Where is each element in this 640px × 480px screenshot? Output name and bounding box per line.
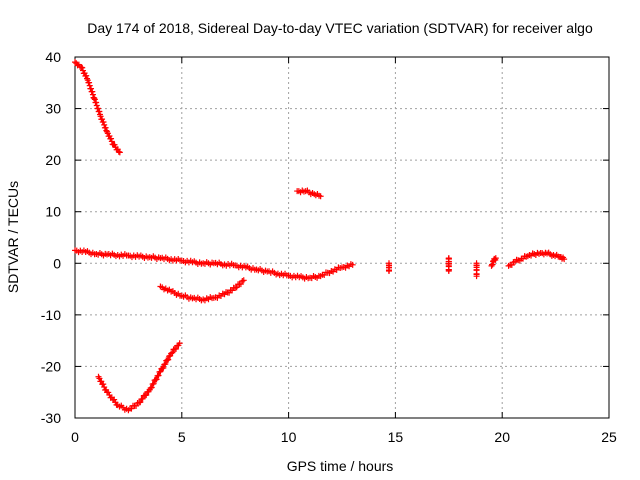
data-points (72, 59, 568, 414)
x-tick-label: 20 (494, 429, 510, 445)
data-point (150, 380, 157, 387)
data-point (173, 345, 180, 352)
data-point (169, 349, 176, 356)
y-tick-label: -30 (41, 410, 61, 426)
data-point (100, 118, 107, 125)
data-point (83, 72, 90, 79)
data-point (137, 399, 144, 406)
data-point (86, 79, 93, 86)
data-point (155, 372, 162, 379)
series-arc-5 (95, 340, 183, 414)
series-arc-1 (72, 59, 123, 156)
data-point (165, 356, 172, 363)
y-tick-label: -10 (41, 307, 61, 323)
axis-ticks: 0 5 10 15 20 25 -30 -20 -10 0 10 20 30 40 (41, 49, 617, 445)
series-arc-7 (445, 255, 452, 275)
data-point (91, 95, 98, 102)
data-point (237, 281, 244, 288)
data-point (561, 256, 568, 263)
data-point (88, 85, 95, 92)
data-point (95, 105, 102, 112)
data-point (93, 99, 100, 106)
data-point (100, 381, 107, 388)
data-point (153, 376, 160, 383)
data-point (115, 148, 122, 155)
data-point (89, 91, 96, 98)
series-arc-2 (72, 247, 356, 282)
data-point (492, 255, 499, 262)
data-point (162, 360, 169, 367)
y-tick-label: -20 (41, 358, 61, 374)
y-tick-label: 30 (45, 101, 61, 117)
data-point (240, 277, 247, 284)
x-axis-label: GPS time / hours (287, 458, 394, 474)
data-point (86, 82, 93, 89)
data-point (385, 260, 392, 267)
data-point (89, 88, 96, 95)
data-point (105, 389, 112, 396)
series-arc-9 (488, 255, 499, 269)
series-arc-10 (505, 249, 568, 269)
series-arc-3 (294, 187, 324, 200)
y-tick-label: 10 (45, 204, 61, 220)
data-point (168, 350, 175, 357)
y-tick-label: 40 (45, 49, 61, 65)
data-point (233, 284, 240, 291)
data-point (148, 384, 155, 391)
plot-frame (74, 56, 610, 419)
x-tick-label: 25 (601, 429, 617, 445)
data-point (157, 368, 164, 375)
series-arc-6 (385, 260, 392, 275)
data-point (91, 96, 98, 103)
grid-lines (75, 57, 609, 418)
data-point (116, 149, 123, 156)
x-tick-label: 10 (281, 429, 297, 445)
x-tick-label: 0 (71, 429, 79, 445)
data-point (79, 64, 86, 71)
data-point (111, 396, 118, 403)
data-point (108, 138, 115, 145)
data-point (349, 261, 356, 268)
data-point (160, 364, 167, 371)
data-point (239, 277, 246, 284)
x-tick-label: 5 (178, 429, 186, 445)
data-point (473, 260, 480, 267)
x-tick-label: 15 (388, 429, 404, 445)
y-tick-label: 20 (45, 152, 61, 168)
data-point (96, 108, 103, 115)
series-arc-8 (473, 260, 480, 280)
data-point (72, 59, 78, 66)
data-point (143, 392, 150, 399)
data-point (102, 124, 109, 131)
data-point (93, 102, 100, 109)
series-arc-4 (157, 277, 247, 304)
data-point (108, 135, 115, 142)
chart-title: Day 174 of 2018, Sidereal Day-to-day VTE… (87, 20, 593, 36)
y-tick-label: 0 (53, 255, 61, 271)
data-point (317, 193, 324, 200)
data-point (176, 340, 183, 347)
data-point (445, 255, 452, 262)
data-point (139, 395, 146, 402)
data-point (101, 121, 108, 128)
y-axis-label: SDTVAR / TECUs (5, 181, 21, 293)
